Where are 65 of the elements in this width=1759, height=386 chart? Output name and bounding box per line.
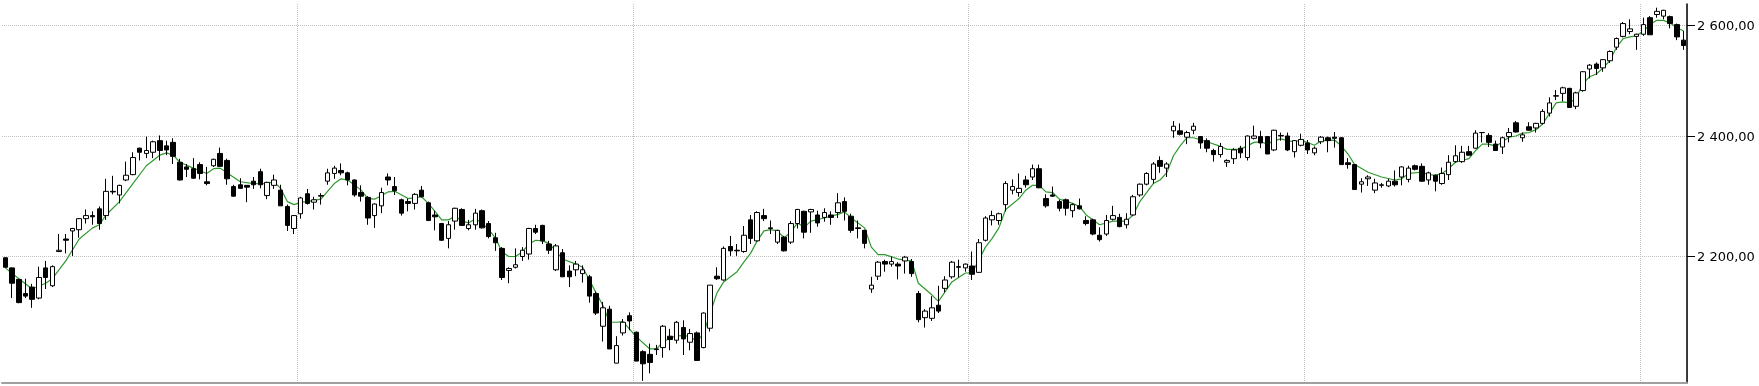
candlestick (1500, 136, 1505, 155)
candlestick (1479, 131, 1485, 143)
candlestick (1486, 132, 1492, 148)
candlestick (1359, 177, 1364, 194)
candlestick (130, 151, 136, 176)
candlestick (231, 184, 236, 198)
candlestick (1614, 36, 1619, 51)
candlestick (654, 344, 659, 356)
candlestick (1104, 214, 1109, 237)
candlestick (815, 210, 820, 228)
candlestick (1130, 194, 1136, 217)
candlestick (1124, 212, 1129, 229)
candlestick (278, 184, 283, 207)
candlestick (1399, 165, 1404, 186)
candlestick (1547, 96, 1552, 118)
candlestick (63, 233, 69, 254)
candlestick (137, 147, 142, 161)
candlestick (942, 275, 948, 293)
candlestick (1003, 180, 1008, 212)
candlestick (1224, 158, 1230, 168)
candlestick (1023, 175, 1029, 189)
candlestick (620, 318, 626, 337)
candlestick (298, 196, 303, 220)
candlestick (379, 187, 384, 214)
candlestick (325, 168, 330, 186)
candlestick (439, 222, 444, 242)
candlestick (1580, 70, 1586, 93)
candlestick (1050, 186, 1055, 198)
candlestick (1634, 33, 1639, 51)
y-tick-label: 2 600,00 (1697, 17, 1755, 33)
candlestick (493, 232, 498, 252)
candlestick (1211, 148, 1216, 163)
candlestick (251, 176, 256, 190)
candlestick (768, 219, 773, 235)
candlestick (1191, 122, 1196, 135)
candlestick (1043, 193, 1049, 209)
candlestick (627, 311, 632, 331)
candlestick (123, 161, 129, 182)
candlestick (392, 176, 397, 196)
candlestick (50, 264, 55, 288)
candlestick (1553, 89, 1559, 101)
candlestick (540, 224, 545, 245)
candlestick (1097, 226, 1102, 242)
candlestick (385, 172, 391, 186)
y-tick-label: 2 400,00 (1697, 128, 1755, 144)
candlestick (614, 335, 619, 364)
candlestick (1520, 132, 1525, 143)
candlestick (869, 276, 874, 294)
candlestick (56, 233, 62, 253)
candlestick (513, 247, 518, 270)
candlestick (446, 220, 451, 249)
candlestick (1077, 198, 1082, 210)
candlestick (567, 264, 572, 288)
candlestick (1493, 140, 1498, 152)
candlestick (318, 192, 324, 206)
candlestick (1218, 142, 1223, 159)
line-series (4, 19, 1685, 350)
candlestick (1587, 63, 1592, 79)
candlestick (1674, 23, 1680, 41)
candlestick (1365, 174, 1371, 187)
candlestick (1312, 145, 1317, 156)
y-tick-label: 2 200,00 (1697, 249, 1755, 265)
candlestick (1473, 129, 1478, 150)
candlestick (204, 166, 210, 186)
candlestick (862, 229, 867, 249)
